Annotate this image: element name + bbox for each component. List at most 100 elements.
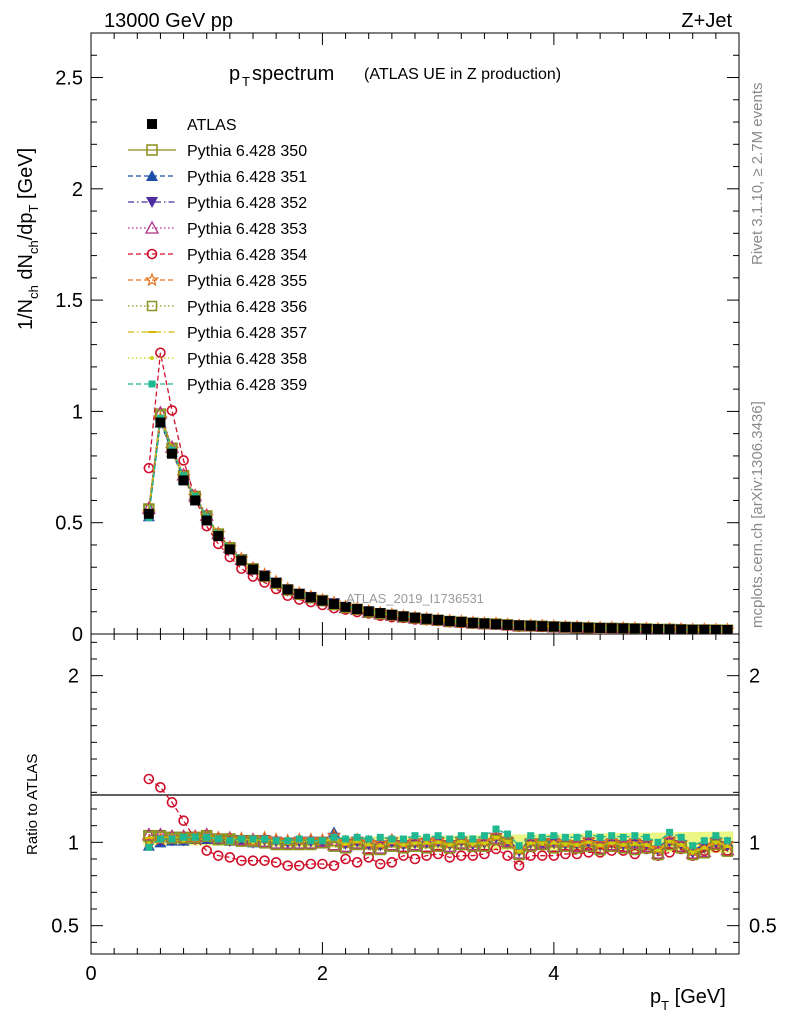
y-tick-label-main: 2.5 <box>55 68 83 90</box>
legend-label: Pythia 6.428 354 <box>187 247 307 264</box>
atlas-point <box>259 571 270 582</box>
atlas-point <box>248 564 258 575</box>
ratio-point <box>470 842 475 847</box>
atlas-point <box>363 606 374 617</box>
y-tick-label-main: 2 <box>72 179 83 201</box>
atlas-point <box>340 601 351 612</box>
ratio-line-Pythia-6.428-358 <box>148 837 728 854</box>
legend-label: Pythia 6.428 356 <box>187 299 307 316</box>
ratio-point <box>365 835 373 843</box>
ratio-point <box>515 842 523 850</box>
ratio-point <box>376 833 384 841</box>
ratio-point <box>700 837 708 845</box>
y-tick-label-main: 1.5 <box>55 290 83 312</box>
ratio-point <box>318 837 326 845</box>
ratio-point <box>480 832 488 840</box>
ratio-point <box>398 850 409 861</box>
ratio-point <box>459 839 464 844</box>
legend-marker <box>148 380 156 388</box>
y-tick-label-main: 0 <box>72 624 83 646</box>
atlas-point <box>687 624 698 634</box>
atlas-point <box>178 475 189 486</box>
atlas-point <box>433 614 444 625</box>
legend-marker <box>144 272 160 287</box>
ratio-point <box>654 838 662 846</box>
ratio-point <box>723 837 731 845</box>
ratio-point <box>424 840 429 845</box>
atlas-point <box>167 448 177 459</box>
atlas-point <box>213 531 224 542</box>
legend-marker <box>146 300 158 312</box>
rivet-label: Rivet 3.1.10, ≥ 2.7M events <box>749 83 766 266</box>
ratio-point <box>702 845 707 850</box>
atlas-point <box>525 620 536 631</box>
y-tick-label-ratio-right: 2 <box>749 666 760 688</box>
ratio-point <box>421 850 432 861</box>
ratio-point <box>687 849 698 861</box>
ratio-point <box>505 840 510 845</box>
legend-marker <box>144 220 160 234</box>
ratio-point <box>619 833 627 841</box>
legend-label: Pythia 6.428 355 <box>187 273 307 290</box>
atlas-point <box>143 508 154 519</box>
ratio-point <box>326 837 342 851</box>
y-axis-label-ratio: Ratio to ATLAS <box>24 754 41 855</box>
ratio-point <box>328 841 340 852</box>
legend-entry: Pythia 6.428 351 <box>128 169 307 186</box>
x-axis-label: pT [GeV] <box>650 986 726 1013</box>
mcplots-label: mcplots.cern.ch [arXiv:1306.3436] <box>749 401 766 628</box>
ratio-point <box>272 837 280 845</box>
ratio-point <box>388 835 396 843</box>
ratio-point <box>536 850 548 861</box>
y-tick-label-main: 0.5 <box>55 513 83 535</box>
ratio-point <box>621 843 626 847</box>
atlas-point <box>479 618 490 629</box>
ratio-point <box>166 797 178 808</box>
ratio-point <box>571 848 583 860</box>
legend-entry: Pythia 6.428 358 <box>128 351 307 368</box>
legend-label: Pythia 6.428 357 <box>187 325 307 342</box>
legend-label: ATLAS <box>187 117 237 134</box>
title-note: (ATLAS UE in Z production) <box>364 66 561 83</box>
ratio-point <box>363 852 375 863</box>
ratio-line-Pythia-6.428-359 <box>148 828 728 848</box>
process-label: Z+Jet <box>681 10 732 32</box>
ratio-point <box>259 855 270 866</box>
atlas-point <box>664 624 675 634</box>
legend-entry: Pythia 6.428 357 <box>128 325 307 342</box>
legend-label: Pythia 6.428 353 <box>187 221 307 238</box>
analysis-watermark: ATLAS_2019_I1736531 <box>346 591 484 606</box>
ratio-point <box>270 857 282 868</box>
main-point <box>166 405 178 416</box>
ratio-point <box>585 830 593 838</box>
atlas-point <box>236 555 247 566</box>
atlas-point <box>710 624 721 634</box>
y-tick-label-ratio: 1 <box>68 832 79 854</box>
ratio-point <box>343 841 348 846</box>
legend-entry: Pythia 6.428 355 <box>128 272 307 290</box>
ratio-point <box>214 835 222 843</box>
title-p: p <box>229 63 240 85</box>
atlas-point <box>271 577 282 588</box>
ratio-point <box>631 832 639 840</box>
ratio-point <box>679 843 684 847</box>
ratio-point <box>690 850 695 855</box>
ratio-point <box>432 848 444 860</box>
atlas-point <box>618 623 629 634</box>
ratio-point <box>156 835 164 843</box>
legend-entry: Pythia 6.428 354 <box>128 247 307 264</box>
atlas-point <box>329 598 339 609</box>
ratio-point <box>145 843 153 851</box>
ratio-point <box>423 833 431 841</box>
ratio-point <box>504 830 512 838</box>
ratio-point <box>469 835 477 843</box>
legend-marker <box>146 197 158 208</box>
x-tick-label: 0 <box>85 963 96 985</box>
x-tick-label: 2 <box>317 963 328 985</box>
ratio-point <box>236 855 247 866</box>
atlas-point <box>560 622 571 633</box>
ratio-point <box>664 847 675 858</box>
atlas-point <box>201 515 212 526</box>
axis-tick-labels: 0 2 4 0 0.5 1 1.5 2 2.5 0.5 0.5 1 1 2 2 <box>51 68 777 985</box>
atlas-point <box>676 624 687 634</box>
